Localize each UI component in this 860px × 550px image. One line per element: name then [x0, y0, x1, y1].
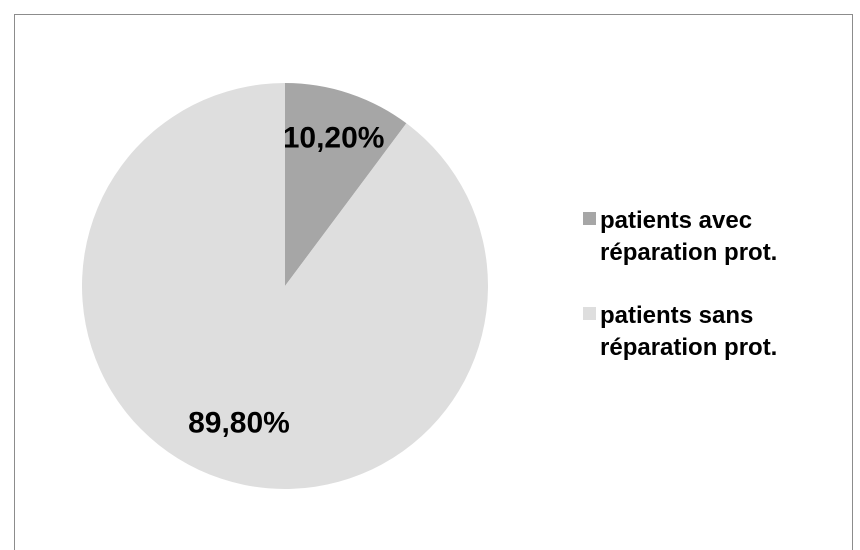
pie-slice	[82, 83, 488, 489]
legend-label: patients sans réparation prot.	[600, 302, 778, 361]
legend-label: patients avec réparation prot.	[600, 207, 778, 266]
chart-frame	[14, 14, 853, 550]
legend-swatch	[583, 307, 596, 320]
data-label: 89,80%	[188, 407, 290, 440]
pie-slice	[285, 83, 407, 286]
legend-item: patients sans réparation prot.	[583, 300, 853, 364]
legend-swatch	[583, 212, 596, 225]
data-label: 10,20%	[283, 121, 385, 154]
legend-item: patients avec réparation prot.	[583, 205, 853, 269]
